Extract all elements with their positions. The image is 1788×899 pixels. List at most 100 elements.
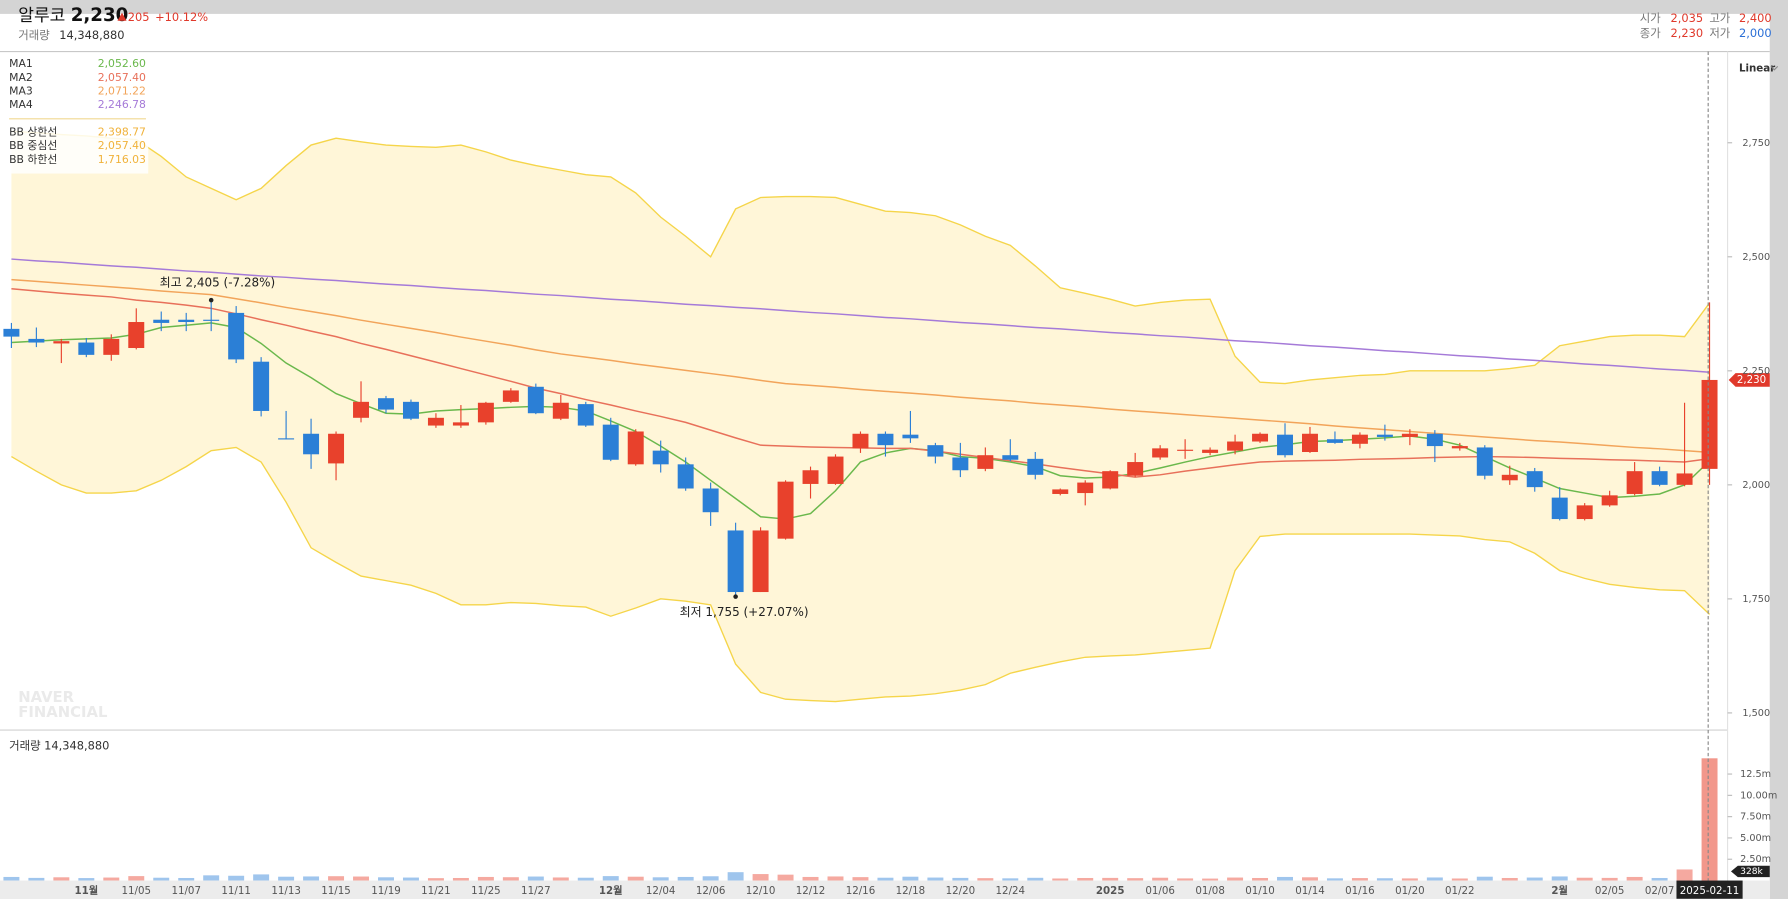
volume-bar (1027, 877, 1044, 881)
x-tick-label: 12/16 (846, 885, 876, 897)
volume-bar (1227, 877, 1244, 881)
bollinger-line (11, 130, 1711, 385)
x-tick-label: 01/10 (1245, 885, 1275, 897)
candle-body (577, 404, 594, 426)
volume-bar (1626, 876, 1643, 881)
legend-label: MA1 (9, 57, 33, 70)
y-tick-label: 2,000 (1742, 480, 1770, 491)
volume-bar (178, 877, 195, 881)
candle-body (977, 455, 994, 469)
legend: MA1 2,052.60 MA2 2,057.40 MA3 2,071.22 MA4 2,24… (9, 57, 146, 166)
max-annotation: 최고 2,405 (-7.28%) (160, 276, 276, 290)
volume-bar (852, 877, 869, 881)
volume-bar (278, 876, 295, 881)
x-tick-label: 11/27 (521, 885, 551, 897)
min-annotation: 최저 1,755 (+27.07%) (680, 605, 809, 619)
x-tick-label: 11/05 (121, 885, 151, 897)
price-change: 205 (128, 10, 150, 24)
volume-title: 거래량 14,348,880 (9, 738, 109, 752)
candle-body (1152, 448, 1169, 458)
candle-body (1626, 471, 1643, 494)
x-tick-label: 11/25 (471, 885, 501, 897)
volume-bar (1401, 878, 1418, 881)
legend-box (0, 52, 149, 174)
candle-body (877, 433, 894, 446)
candle-body (802, 470, 819, 484)
volume-bar (203, 875, 220, 881)
candle-body (602, 424, 619, 460)
volume-bar (1077, 877, 1094, 881)
x-tick-label: 11/21 (421, 885, 451, 897)
volume-bar (1302, 877, 1318, 881)
x-tick-label: 12/10 (746, 885, 776, 897)
volume-bar (1252, 877, 1269, 881)
candle-body (328, 433, 345, 464)
moving-average-line (11, 278, 1710, 454)
candle-body (1476, 447, 1493, 476)
candle-body (128, 322, 145, 349)
candle-body (1052, 489, 1069, 494)
x-tick-label: 11월 (74, 884, 98, 897)
min-marker (733, 594, 738, 599)
volume-bar (1277, 876, 1293, 881)
candle-body (1326, 439, 1343, 443)
legend-value: 2,071.22 (98, 84, 146, 97)
y-tick-label: 1,750 (1742, 594, 1770, 605)
volume-bar (1526, 877, 1543, 881)
x-tick-label: 12/12 (796, 885, 826, 897)
date-axis (0, 880, 1770, 899)
legend-value: 2,057.40 (98, 71, 146, 84)
candle-body (652, 450, 669, 465)
volume-bar (577, 877, 594, 881)
volume-bar (378, 877, 394, 881)
legend-value: 2,398.77 (98, 125, 146, 138)
volume-bar (1376, 878, 1393, 881)
candle-body (477, 402, 494, 423)
y-tick-label: 2,250 (1742, 366, 1770, 377)
volume-label: 거래량 (18, 28, 50, 42)
volume-bar (1052, 878, 1069, 881)
candle-body (3, 328, 20, 337)
volume-bar (752, 874, 769, 881)
legend-label: BB 상한선 (9, 125, 57, 138)
candle-body (153, 319, 170, 323)
volume-bar (153, 877, 170, 881)
x-tick-label: 01/06 (1145, 885, 1175, 897)
volume-bar (1501, 877, 1518, 881)
volume-bar (827, 876, 844, 881)
candle-body (353, 401, 370, 418)
volume-bar (1701, 758, 1718, 881)
candle-body (103, 338, 120, 355)
volume-value: 14,348,880 (59, 28, 124, 42)
scale-mode[interactable]: Linear (1739, 63, 1776, 75)
volume-bar (1601, 877, 1618, 881)
candle-body (777, 481, 794, 539)
volume-bar (3, 876, 20, 881)
volume-bar (103, 877, 120, 881)
volume-tick-label: 12.5m (1740, 769, 1771, 780)
candle-body (178, 319, 195, 323)
volume-bar (1152, 877, 1169, 881)
legend-value: 2,246.78 (98, 98, 146, 111)
volume-bar (627, 876, 644, 881)
volume-marker (1730, 865, 1770, 878)
legend-label: MA3 (9, 84, 33, 97)
volume-bar (1476, 876, 1493, 881)
candle-body (303, 433, 320, 455)
volume-bar (228, 875, 245, 881)
x-tick-label: 11/15 (321, 885, 351, 897)
candle-body (253, 361, 270, 411)
candle-body (1701, 379, 1718, 469)
moving-average-line (11, 322, 1711, 520)
volume-bar (1551, 876, 1568, 881)
candle-body (378, 398, 394, 410)
x-tick-label: 01/14 (1295, 885, 1325, 897)
open-label: 시가 (1640, 11, 1661, 25)
volume-bar (727, 872, 744, 881)
volume-bar (1177, 878, 1194, 881)
x-tick-label: 2월 (1551, 884, 1568, 897)
scale-dropdown-icon[interactable] (1770, 65, 1779, 71)
candle-body (902, 434, 919, 439)
x-tick-label: 12/06 (696, 885, 726, 897)
